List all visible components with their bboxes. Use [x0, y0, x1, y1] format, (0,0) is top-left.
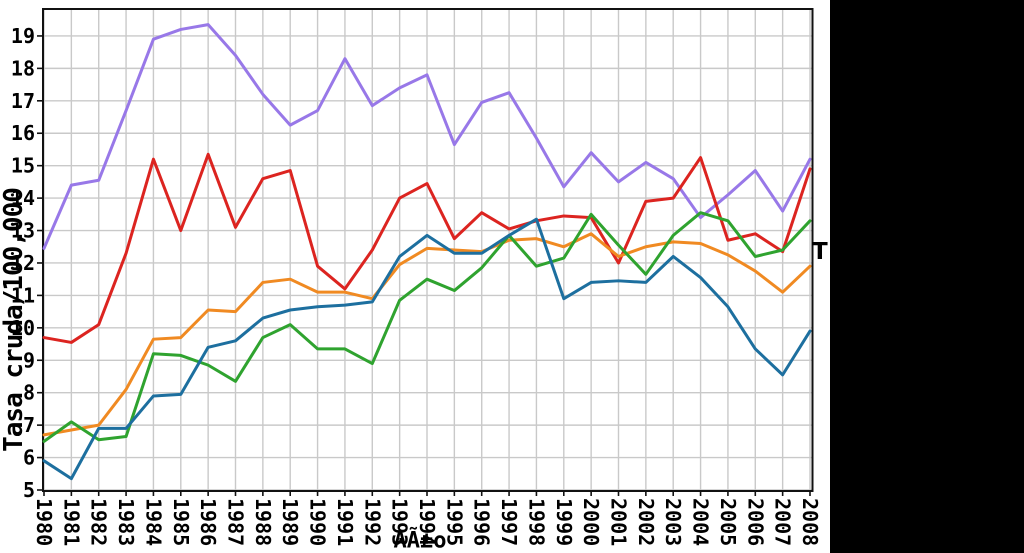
svg-text:1996: 1996 — [470, 498, 494, 546]
svg-text:1991: 1991 — [333, 498, 357, 546]
svg-text:1983: 1983 — [114, 498, 138, 546]
legend-title-fragment: T — [812, 239, 828, 265]
svg-text:2005: 2005 — [716, 498, 740, 546]
svg-text:5: 5 — [23, 478, 35, 502]
series-blue-line — [42, 217, 812, 481]
svg-text:7: 7 — [23, 413, 35, 437]
y-axis-title: Tasa cruda/100,000 — [0, 188, 29, 452]
y-tick-labels: 5 6 7 8 9 10 11 12 13 14 15 16 17 18 19 — [11, 24, 35, 502]
svg-text:16: 16 — [11, 121, 35, 145]
svg-text:14: 14 — [11, 186, 35, 210]
svg-text:13: 13 — [11, 219, 35, 243]
svg-text:1985: 1985 — [169, 498, 193, 546]
svg-text:1992: 1992 — [360, 498, 384, 546]
svg-text:1998: 1998 — [524, 498, 548, 546]
svg-text:18: 18 — [11, 56, 35, 80]
svg-text:12: 12 — [11, 251, 35, 275]
x-tick-labels: 1980 1981 1982 1983 1984 1985 1986 1987 1988 1989… — [32, 498, 822, 546]
svg-text:1981: 1981 — [59, 498, 83, 546]
svg-text:1993: 1993 — [388, 498, 412, 546]
svg-text:2003: 2003 — [661, 498, 685, 546]
svg-text:17: 17 — [11, 89, 35, 113]
svg-text:1982: 1982 — [87, 498, 111, 546]
svg-text:2007: 2007 — [771, 498, 795, 546]
svg-text:2002: 2002 — [634, 498, 658, 546]
svg-text:1995: 1995 — [442, 498, 466, 546]
series-green-line — [42, 211, 812, 443]
svg-text:2008: 2008 — [798, 498, 822, 546]
black-overlay-panel — [830, 0, 1024, 553]
svg-text:2006: 2006 — [743, 498, 767, 546]
svg-text:1994: 1994 — [415, 498, 439, 546]
svg-text:6: 6 — [23, 446, 35, 470]
svg-text:2001: 2001 — [607, 498, 631, 546]
svg-text:1986: 1986 — [196, 498, 220, 546]
series-purple-line — [42, 23, 812, 250]
svg-text:10: 10 — [11, 316, 35, 340]
data-series — [42, 23, 812, 481]
series-red-line — [42, 152, 812, 344]
svg-text:19: 19 — [11, 24, 35, 48]
svg-text:1997: 1997 — [497, 498, 521, 546]
svg-text:1999: 1999 — [552, 498, 576, 546]
tick-marks — [37, 35, 811, 496]
svg-text:11: 11 — [11, 283, 35, 307]
plot-frame — [42, 8, 814, 492]
series-orange-line — [42, 232, 812, 437]
svg-text:1987: 1987 — [224, 498, 248, 546]
svg-text:1980: 1980 — [32, 498, 56, 546]
svg-text:15: 15 — [11, 154, 35, 178]
svg-text:1988: 1988 — [251, 498, 275, 546]
x-axis-title: AÃ±o — [393, 528, 447, 553]
svg-text:1989: 1989 — [278, 498, 302, 546]
svg-text:9: 9 — [23, 348, 35, 372]
svg-text:2004: 2004 — [689, 498, 713, 546]
svg-text:2000: 2000 — [579, 498, 603, 546]
svg-text:1990: 1990 — [306, 498, 330, 546]
svg-text:8: 8 — [23, 381, 35, 405]
svg-text:1984: 1984 — [141, 498, 165, 546]
